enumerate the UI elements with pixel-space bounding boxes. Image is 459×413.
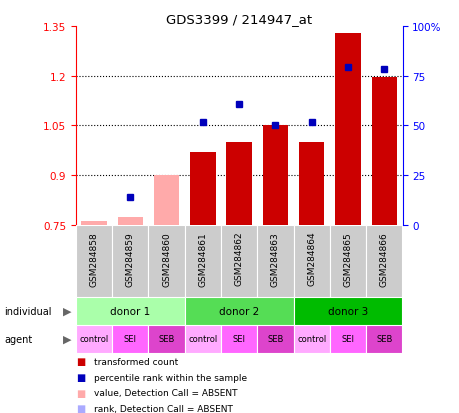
Text: SEB: SEB [267,335,283,344]
Bar [185,297,293,325]
Bar [293,325,329,353]
Text: SEI: SEI [232,335,245,344]
Text: ■: ■ [76,372,85,382]
Bar [221,225,257,297]
Bar [365,325,402,353]
Bar [335,33,360,225]
Bar [76,325,112,353]
Bar [185,325,221,353]
Text: GSM284866: GSM284866 [379,231,388,286]
Bar [76,297,185,325]
Text: control: control [79,335,108,344]
Bar [221,325,257,353]
Text: donor 3: donor 3 [327,306,367,316]
Bar [226,143,252,225]
Bar [262,126,288,225]
Bar [81,221,106,225]
Bar [371,78,396,225]
Text: GSM284865: GSM284865 [343,231,352,286]
Title: GDS3399 / 214947_at: GDS3399 / 214947_at [166,13,312,26]
Text: transformed count: transformed count [94,357,178,366]
Text: SEI: SEI [341,335,354,344]
Text: SEI: SEI [123,335,136,344]
Text: control: control [188,335,217,344]
Bar [112,225,148,297]
Bar [76,225,112,297]
Text: GSM284863: GSM284863 [270,231,280,286]
Text: SEB: SEB [158,335,174,344]
Text: control: control [297,335,326,344]
Text: donor 1: donor 1 [110,306,150,316]
Text: GSM284861: GSM284861 [198,231,207,286]
Bar [257,225,293,297]
Bar [257,325,293,353]
Bar [154,176,179,225]
Text: ■: ■ [76,388,85,398]
Text: rank, Detection Call = ABSENT: rank, Detection Call = ABSENT [94,404,233,413]
Text: GSM284858: GSM284858 [90,231,98,286]
Text: GSM284862: GSM284862 [234,231,243,286]
Text: ▶: ▶ [63,306,71,316]
Text: GSM284859: GSM284859 [126,231,134,286]
Bar [293,297,402,325]
Text: ▶: ▶ [63,334,71,344]
Text: GSM284860: GSM284860 [162,231,171,286]
Bar [118,217,143,225]
Bar [329,325,365,353]
Text: agent: agent [5,334,33,344]
Bar [190,153,215,225]
Bar [329,225,365,297]
Bar [298,143,324,225]
Text: SEB: SEB [375,335,392,344]
Text: value, Detection Call = ABSENT: value, Detection Call = ABSENT [94,388,237,397]
Text: percentile rank within the sample: percentile rank within the sample [94,373,247,382]
Text: GSM284864: GSM284864 [307,231,316,286]
Bar [185,225,221,297]
Text: ■: ■ [76,404,85,413]
Bar [148,225,185,297]
Bar [148,325,185,353]
Bar [365,225,402,297]
Text: donor 2: donor 2 [218,306,259,316]
Bar [112,325,148,353]
Text: individual: individual [5,306,52,316]
Bar [293,225,329,297]
Text: ■: ■ [76,356,85,366]
